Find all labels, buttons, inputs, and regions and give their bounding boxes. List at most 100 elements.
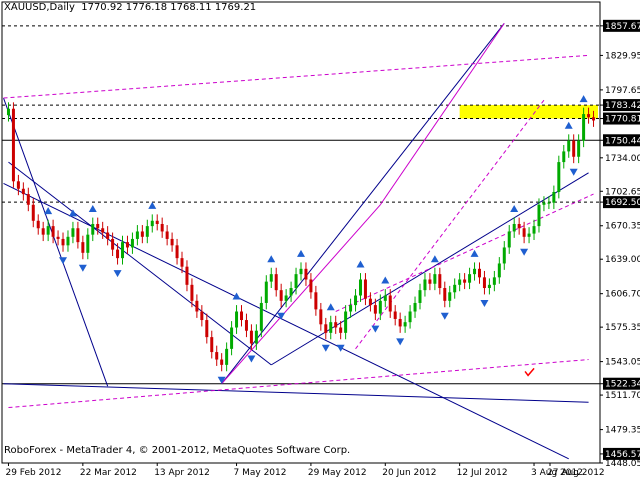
candle-body [567,140,571,152]
fractal-down-arrow [113,270,122,278]
y-tick-label: 1522.34 [605,380,640,390]
y-tick-label: 1702.65 [605,187,640,197]
candle-body [408,311,412,323]
magenta-line [221,204,381,385]
candle-body [259,302,263,331]
candle-body [344,311,348,333]
candle-body [349,305,353,312]
y-tick-label: 1797.65 [605,86,640,96]
candle-body [577,140,581,157]
candle-body [388,295,392,312]
x-tick-label: 20 Jun 2012 [382,468,436,478]
candle-body [403,322,407,327]
candle-body [225,348,229,365]
magenta-channel [8,359,589,409]
fractal-up-arrow [381,276,390,284]
fractal-up-arrow [148,201,157,209]
candle-body [354,295,358,306]
candle-body [339,327,343,333]
copyright-text: RoboForex - MetaTrader 4, © 2001-2012, M… [4,445,351,456]
candle-body [16,181,20,189]
candle-body [289,288,293,296]
fractal-down-arrow [569,168,578,176]
y-tick-label: 1734.00 [605,154,640,164]
y-tick-label: 1606.70 [605,290,640,300]
fractal-up-arrow [68,209,77,217]
candle-body [240,311,244,321]
y-tick-label: 1670.35 [605,222,640,232]
candle-body [81,242,85,253]
fractal-down-arrow [520,248,529,256]
x-tick-label: 22 Mar 2012 [80,468,137,478]
fractal-down-arrow [277,312,286,320]
candle-body [130,238,134,248]
x-tick-label: 29 Feb 2012 [5,468,61,478]
x-tick-label: 27 Aug 2012 [547,468,605,478]
fractal-up-arrow [430,255,439,263]
candle-body [51,226,55,237]
candle-body [329,322,333,333]
fractal-down-arrow [396,338,405,346]
y-label-box [603,112,640,125]
candle-body [453,284,457,293]
candle-body [497,263,501,278]
candle-body [468,274,472,283]
candle-body [423,279,427,291]
candle-body [155,220,159,224]
candle-body [582,114,586,141]
candle-body [373,305,377,314]
candle-body [170,238,174,246]
x-tick-label: 12 Jul 2012 [457,468,508,478]
candle-body [140,231,144,237]
candle-body [244,320,248,331]
ohlc-values: 1770.92 1776.18 1768.11 1769.21 [81,2,257,13]
candle-body [492,277,496,285]
candle-body [299,268,303,275]
candle-body [230,327,234,349]
candle-body [428,279,432,284]
trendline [3,383,589,403]
resistance-zone [459,105,598,119]
y-tick-label: 1511.70 [605,391,640,401]
candle-body [502,247,506,264]
trendline [3,97,109,387]
candle-body [458,279,462,285]
candle-body [324,324,328,333]
candle-body [56,236,60,239]
fractal-up-arrow [232,292,241,300]
fractal-up-arrow [44,207,53,215]
candle-body [378,300,382,314]
y-label-box [603,19,640,32]
candle-body [269,274,273,282]
candle-body [319,309,323,325]
candle-body [443,288,447,301]
fractal-down-arrow [78,264,87,272]
candle-body [413,302,417,312]
candle-body [438,274,442,289]
candle-body [11,108,15,182]
fractal-down-arrow [321,344,330,352]
candle-body [185,266,189,285]
y-label-box [603,99,640,112]
y-tick-label: 1448.05 [605,459,640,469]
candle-body [433,274,437,284]
candle-body [552,191,556,203]
candle-body [358,279,362,296]
candle-body [512,223,516,232]
candle-body [592,117,596,121]
candle-body [26,194,30,205]
candle-body [180,258,184,267]
y-tick-label: 1575.35 [605,323,640,333]
fractal-up-arrow [510,205,519,213]
candle-body [557,162,561,192]
y-tick-label: 1783.42 [605,101,640,111]
candle-body [111,238,115,250]
candle-body [448,292,452,301]
candle-body [175,245,179,259]
candle-body [264,281,268,303]
fractal-down-arrow [336,344,345,352]
candle-body [368,298,372,306]
candle-body [36,220,40,229]
